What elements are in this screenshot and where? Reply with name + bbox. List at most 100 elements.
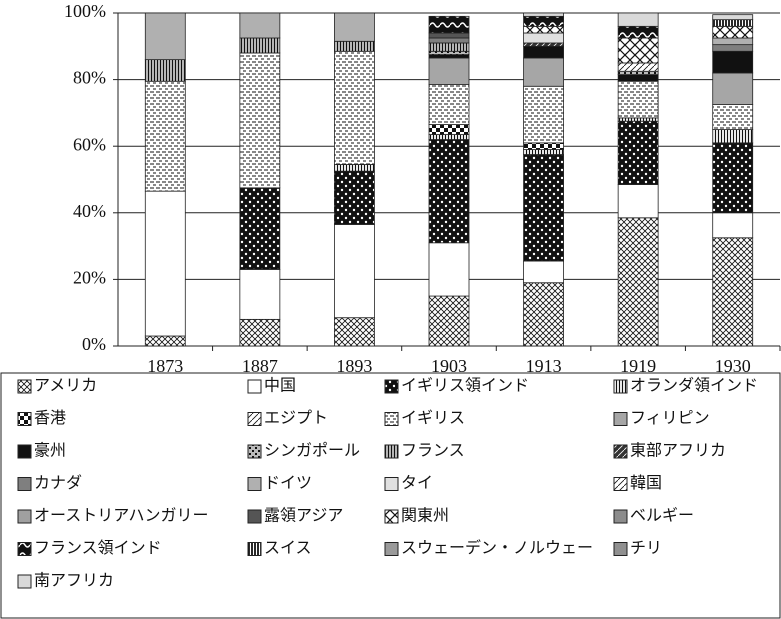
bar-segment: [712, 44, 754, 52]
bar-segment: [523, 15, 564, 27]
bar-segment: [144, 190, 186, 337]
bar-segment: [428, 124, 470, 135]
bar-segment: [712, 72, 754, 105]
bar-segment: [523, 142, 564, 150]
legend-label: 中国: [264, 377, 296, 395]
bar-segment: [617, 37, 659, 64]
bar-segment: [523, 149, 564, 155]
bar-segment: [428, 295, 470, 347]
bar-segment: [617, 80, 659, 119]
bar-segment: [144, 335, 186, 347]
legend-label: ドイツ: [264, 475, 312, 492]
bar-segment: [617, 217, 659, 347]
legend-label: タイ: [401, 474, 433, 492]
bar-segment: [617, 74, 659, 82]
legend-swatch: [17, 412, 32, 426]
legend-label: フランス領インド: [34, 539, 162, 557]
bar-segment: [428, 50, 470, 56]
bar-segment: [712, 104, 754, 130]
legend-label: スウェーデン・ノルウェー: [401, 538, 593, 557]
bar-segment: [523, 85, 564, 144]
bar-segment: [239, 37, 281, 54]
bar-segment: [523, 282, 564, 347]
bar-segment: [239, 187, 281, 270]
legend-label: 豪州: [34, 441, 66, 460]
legend-swatch: [613, 444, 628, 459]
legend-swatch: [247, 477, 262, 491]
legend-swatch: [17, 379, 32, 394]
x-tick-label: 1913: [526, 356, 562, 376]
bar-segment: [334, 317, 375, 347]
bar-segment: [334, 12, 375, 42]
x-tick-label: 1873: [147, 356, 183, 376]
y-tick-label: 60%: [73, 134, 106, 154]
legend-label: ベルギー: [630, 507, 694, 525]
legend-swatch: [613, 379, 628, 394]
legend-swatch: [384, 379, 399, 394]
bar-segment: [428, 54, 470, 59]
bar-segment: [239, 318, 281, 347]
legend-swatch: [247, 542, 262, 556]
legend-label: スイス: [264, 540, 312, 557]
legend-swatch: [17, 477, 32, 491]
legend-label: オランダ領インド: [630, 377, 758, 395]
bar-segment: [617, 117, 659, 122]
legend-label: エジプト: [264, 409, 328, 427]
x-tick-label: 1887: [242, 356, 278, 376]
bar-segment: [428, 37, 470, 44]
x-tick-label: 1893: [336, 356, 372, 376]
legend-label: 東部アフリカ: [630, 442, 726, 460]
legend-swatch: [384, 444, 399, 459]
bar-segment: [428, 57, 470, 85]
legend-swatch: [247, 444, 262, 459]
legend-swatch: [247, 509, 262, 524]
legend-label: カナダ: [34, 474, 82, 492]
bar-segment: [334, 224, 375, 319]
bar-segment: [334, 164, 375, 172]
bar-segment: [712, 142, 754, 214]
legend-label: オーストリアハンガリー: [34, 507, 209, 525]
bar-segment: [712, 129, 754, 144]
bar-segment: [239, 52, 281, 189]
x-tick-label: 1903: [431, 356, 467, 376]
bar-segment: [334, 50, 375, 165]
bar-segment: [523, 154, 564, 262]
legend-swatch: [247, 412, 262, 426]
legend-swatch: [613, 542, 628, 556]
x-tick-label: 1919: [620, 356, 656, 376]
bar-segment: [617, 70, 659, 76]
y-tick-label: 80%: [73, 68, 106, 88]
bar-segment: [334, 170, 375, 225]
legend-swatch: [613, 509, 628, 524]
bar-segment: [428, 139, 470, 244]
bar-segment: [523, 45, 564, 59]
legend-swatch: [384, 477, 399, 491]
bar-segment: [428, 84, 470, 125]
legend-label: イギリス: [401, 409, 465, 427]
bar-segment: [523, 12, 564, 17]
bar-segment: [239, 269, 281, 320]
bar-segment: [239, 12, 281, 39]
legend-swatch: [247, 379, 262, 394]
bar-segment: [428, 15, 470, 34]
legend-box: [0, 372, 781, 619]
bar-segment: [712, 212, 754, 239]
legend-swatch: [613, 412, 628, 426]
bar-segment: [428, 32, 470, 39]
bar-segment: [617, 62, 659, 72]
legend-label: シンガポール: [264, 442, 360, 460]
legend-label: 香港: [34, 409, 66, 427]
legend-label: フランス: [401, 443, 465, 460]
bar-segment: [428, 42, 470, 52]
x-tick-label: 1930: [715, 356, 751, 376]
bar-segment: [712, 25, 754, 39]
legend-swatch: [17, 542, 32, 556]
bar-segment: [712, 237, 754, 347]
legend-swatch: [384, 509, 399, 524]
bar-segment: [428, 242, 470, 297]
bar-segment: [523, 260, 564, 284]
legend-label: アメリカ: [34, 378, 97, 395]
bar-segment: [617, 120, 659, 185]
bar-segment: [144, 80, 186, 192]
